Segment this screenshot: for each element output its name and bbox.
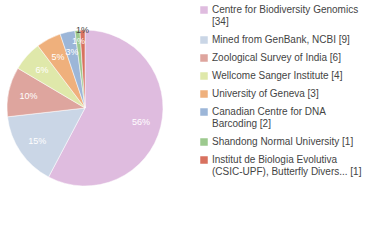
legend-label: Centre for Biodiversity Genomics[34]	[212, 4, 358, 27]
data-label: 1%	[76, 25, 89, 35]
legend-swatch	[200, 6, 208, 14]
legend-swatch	[200, 72, 208, 80]
data-label: 6%	[35, 65, 48, 75]
data-label: 15%	[28, 136, 46, 146]
data-label: 3%	[66, 47, 79, 57]
legend-swatch	[200, 90, 208, 98]
legend-swatch	[200, 54, 208, 62]
legend-label: Mined from GenBank, NCBI [9]	[212, 34, 350, 45]
pie-slice	[60, 31, 85, 108]
data-label: 56%	[132, 117, 150, 127]
legend-label: University of Geneva [3]	[212, 88, 319, 99]
data-labels: 56%15%10%6%5%3%1%1%	[20, 25, 150, 145]
pie-slice	[8, 108, 85, 177]
legend-swatch	[200, 156, 208, 164]
data-label: 1%	[72, 36, 85, 46]
data-label: 10%	[20, 91, 38, 101]
legend-label: Zoological Survey of India [6]	[212, 52, 341, 63]
legend: Centre for Biodiversity Genomics[34] Mine…	[200, 4, 362, 177]
legend-label: Canadian Centre for DNABarcoding [2]	[212, 106, 326, 129]
legend-label: Institut de Biologia Evolutiva(CSIC-UPF)…	[212, 154, 362, 177]
legend-swatch	[200, 36, 208, 44]
legend-label: Wellcome Sanger Institute [4]	[212, 70, 343, 81]
legend-swatch	[200, 108, 208, 116]
pie	[7, 30, 163, 186]
legend-label: Shandong Normal University [1]	[212, 136, 353, 147]
chart: 56%15%10%6%5%3%1%1%Centre for Biodiversi…	[0, 0, 380, 240]
legend-swatch	[200, 138, 208, 146]
data-label: 5%	[52, 52, 65, 62]
